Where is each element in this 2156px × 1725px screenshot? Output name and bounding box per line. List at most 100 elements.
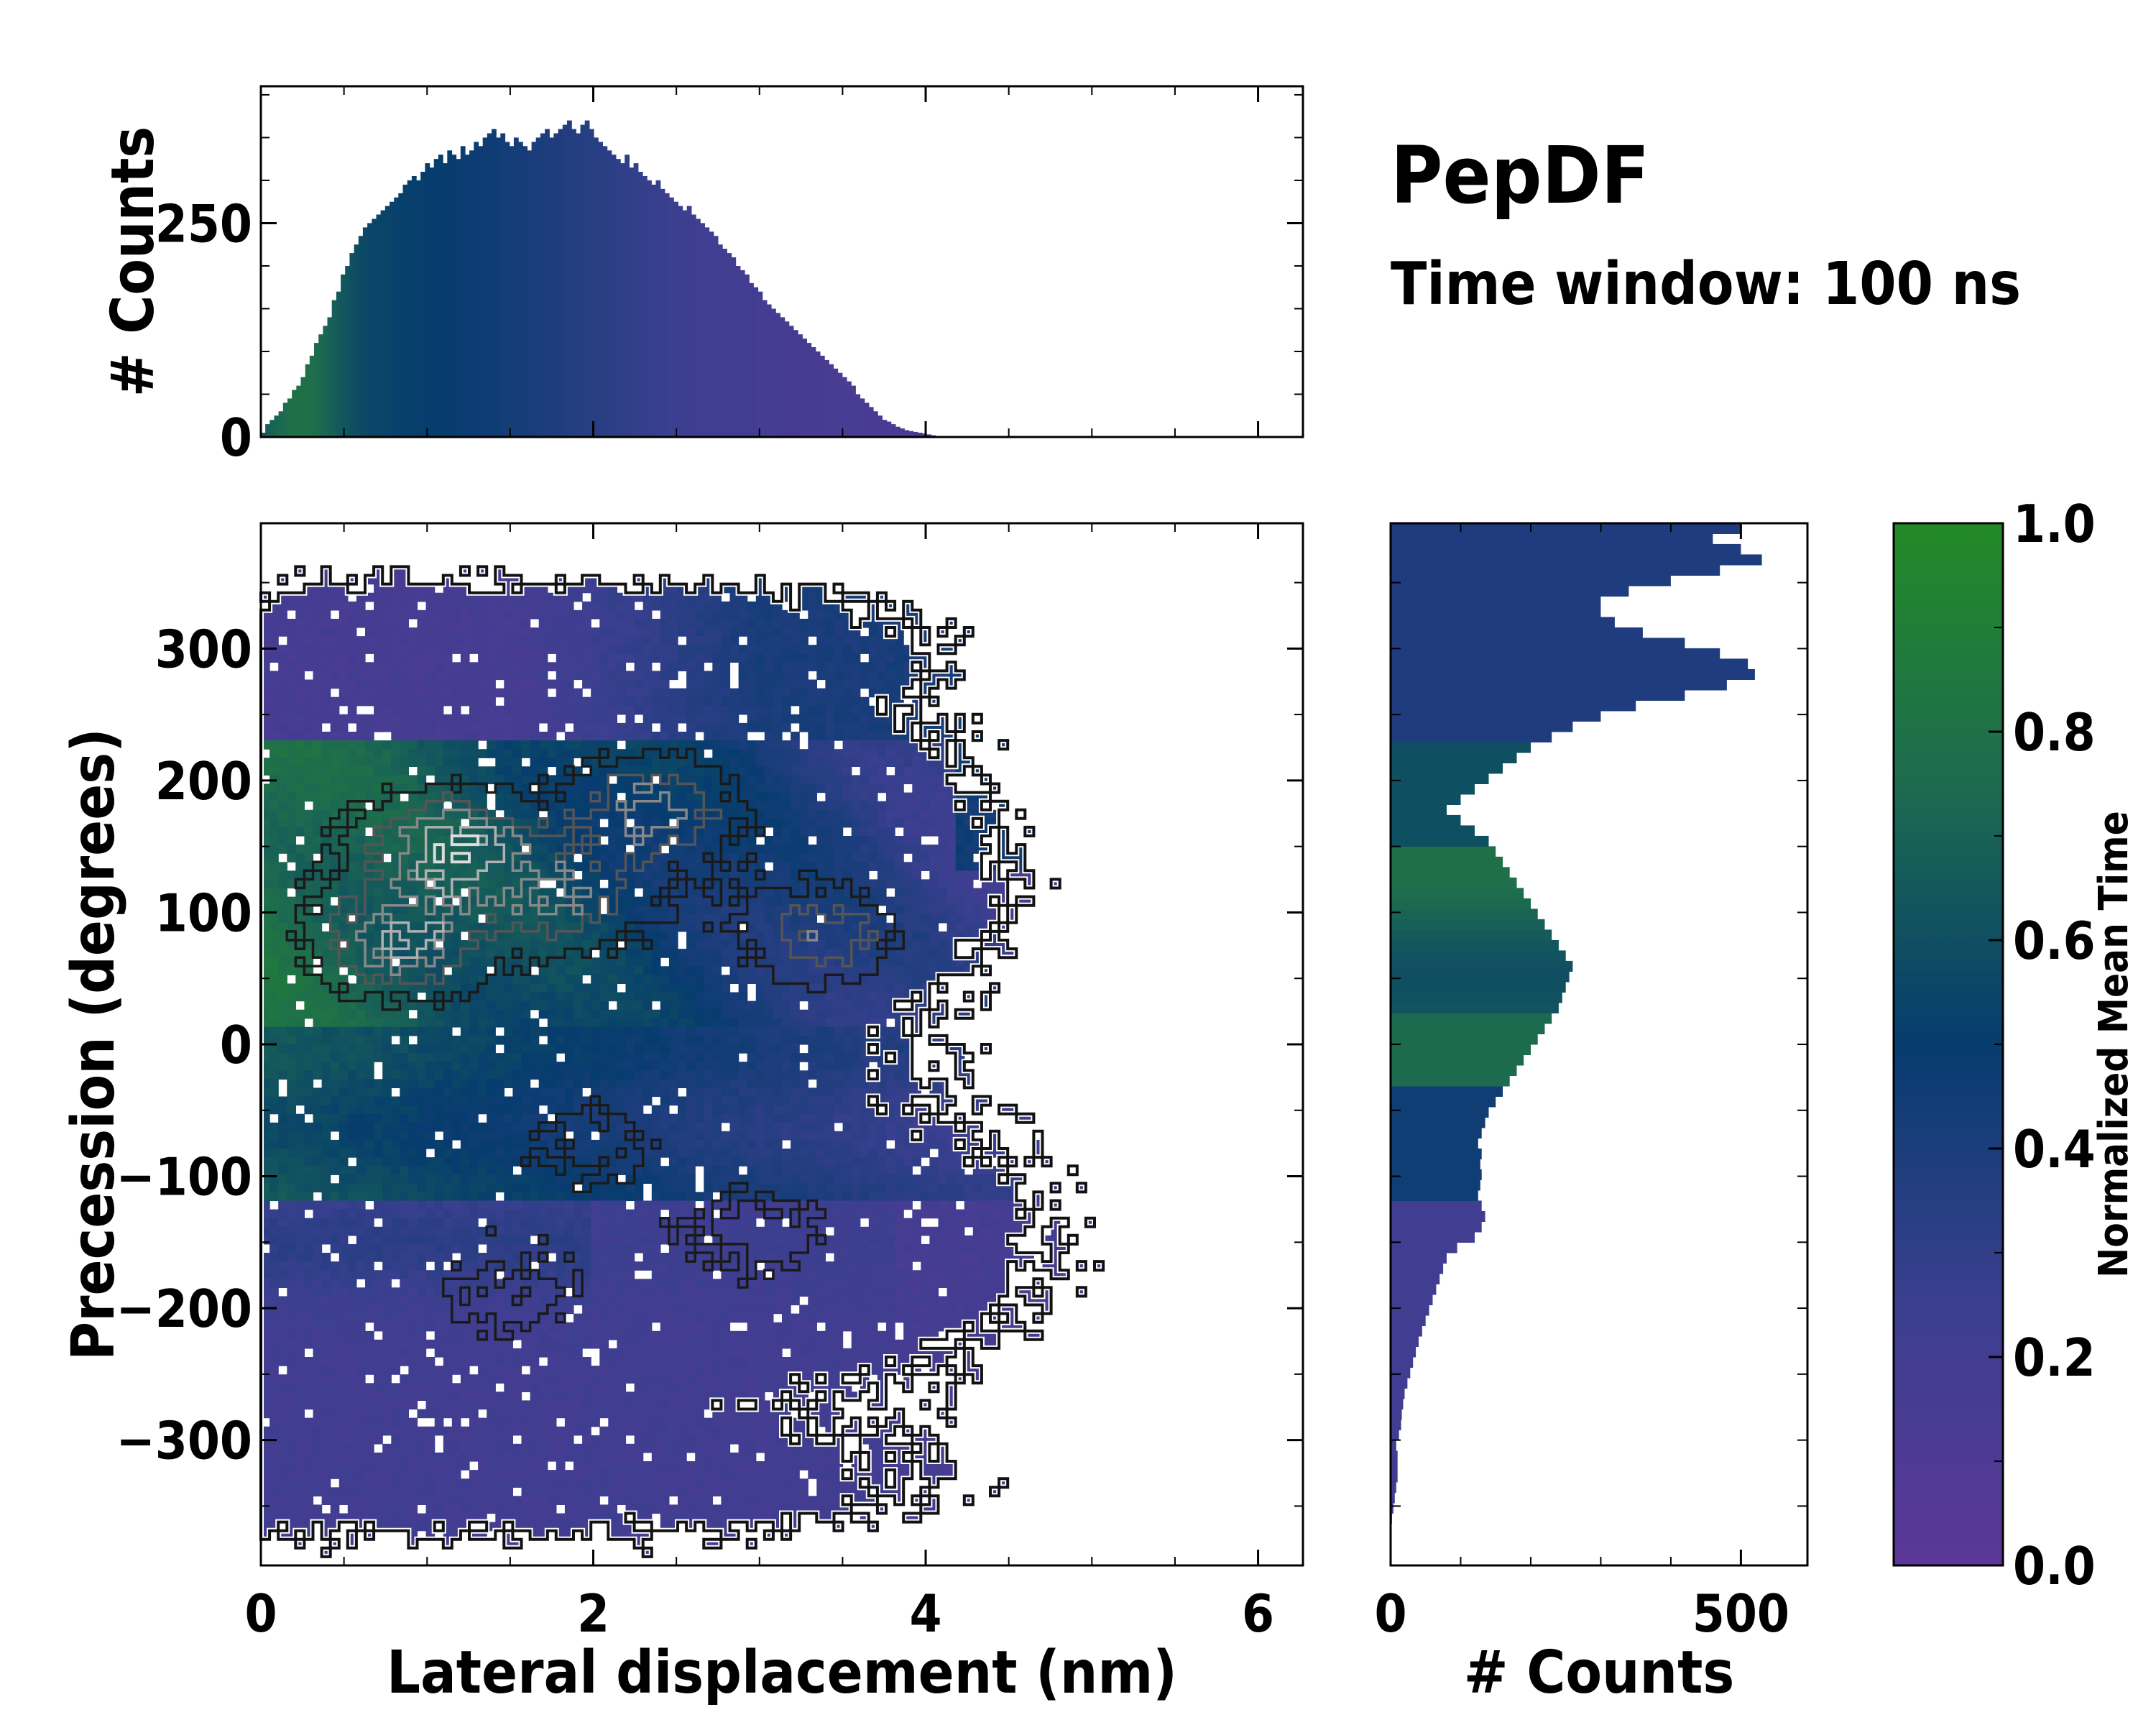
heatmap-cell <box>451 922 461 932</box>
heatmap-cell <box>747 1000 757 1011</box>
heatmap-cell <box>860 775 870 785</box>
heatmap-cell <box>877 879 887 889</box>
heatmap-cell <box>425 1026 436 1036</box>
heatmap-cell <box>382 627 392 637</box>
heatmap-cell <box>504 1044 513 1054</box>
heatmap-cell <box>764 949 774 958</box>
heatmap-cell <box>921 940 930 949</box>
heatmap-cell <box>842 1053 852 1062</box>
heatmap-cell <box>946 914 957 924</box>
heatmap-cell <box>886 870 895 880</box>
heatmap-cell <box>564 671 574 681</box>
heatmap-cell <box>868 905 878 915</box>
heatmap-cell <box>287 714 296 724</box>
heatmap-cell <box>678 618 687 628</box>
heatmap-cell <box>270 1105 279 1115</box>
heatmap-cell <box>400 1044 409 1054</box>
heatmap-cell <box>686 671 696 681</box>
heatmap-cell <box>417 732 427 741</box>
heatmap-cell <box>400 610 409 620</box>
heatmap-cell <box>278 705 287 715</box>
heatmap-cell <box>391 671 400 681</box>
heatmap-cell <box>695 645 704 654</box>
heatmap-cell <box>678 818 687 828</box>
heatmap-cell <box>487 688 496 698</box>
heatmap-cell <box>313 1105 323 1115</box>
heatmap-cell <box>903 870 913 880</box>
heatmap-cell <box>912 783 921 794</box>
heatmap-cell <box>530 827 540 837</box>
heatmap-cell <box>678 766 687 776</box>
heatmap-cell <box>451 809 461 819</box>
heatmap-cell <box>721 862 731 871</box>
heatmap-cell <box>668 888 678 898</box>
heatmap-cell <box>825 922 835 932</box>
heatmap-cell <box>782 896 791 906</box>
heatmap-cell <box>400 696 409 707</box>
heatmap-cell <box>886 1035 895 1045</box>
heatmap-cell <box>582 1062 591 1071</box>
heatmap-cell <box>504 1096 513 1106</box>
histogram-bar <box>384 206 390 437</box>
heatmap-cell <box>851 1009 861 1019</box>
heatmap-cell <box>651 679 661 689</box>
heatmap-cell <box>270 870 279 880</box>
heatmap-cell <box>434 827 444 837</box>
heatmap-cell <box>443 1122 453 1132</box>
heatmap-cell <box>443 836 453 845</box>
heatmap-cell <box>434 1096 444 1106</box>
heatmap-cell <box>799 722 808 732</box>
heatmap-cell <box>573 775 583 785</box>
heatmap-cell <box>538 592 548 602</box>
heatmap-cell <box>278 714 287 724</box>
heatmap-cell <box>773 1070 783 1080</box>
heatmap-cell <box>374 949 383 958</box>
heatmap-cell <box>591 645 600 654</box>
heatmap-cell <box>938 792 948 802</box>
heatmap-cell <box>625 949 635 958</box>
heatmap-cell <box>365 618 374 628</box>
heatmap-cell <box>695 1009 704 1019</box>
heatmap-cell <box>851 1035 861 1045</box>
heatmap-cell <box>860 983 870 993</box>
heatmap-cell <box>469 749 479 758</box>
heatmap-cell <box>443 688 453 698</box>
heatmap-cell <box>608 992 617 1002</box>
heatmap-cell <box>755 870 765 880</box>
heatmap-cell <box>347 966 357 975</box>
heatmap-cell <box>391 896 400 906</box>
heatmap-cell <box>747 870 757 880</box>
heatmap-cell <box>278 966 287 975</box>
heatmap-cell <box>374 749 383 758</box>
heatmap-cell <box>564 870 574 880</box>
heatmap-cell <box>338 1079 349 1088</box>
heatmap-cell <box>304 809 314 819</box>
heatmap-cell <box>686 653 696 663</box>
heatmap-cell <box>738 1035 748 1045</box>
heatmap-cell <box>434 1105 444 1115</box>
heatmap-cell <box>512 801 522 811</box>
heatmap-cell <box>704 1096 713 1106</box>
heatmap-cell <box>808 975 817 984</box>
heatmap-cell <box>582 818 591 828</box>
heatmap-cell <box>634 1113 644 1123</box>
heatmap-cell <box>808 1000 817 1011</box>
heatmap-cell <box>860 931 870 941</box>
heatmap-cell <box>365 732 374 741</box>
heatmap-cell <box>417 949 427 958</box>
heatmap-cell <box>504 696 513 707</box>
heatmap-cell <box>460 749 470 758</box>
heatmap-cell <box>408 610 418 620</box>
heatmap-cell <box>808 758 817 767</box>
heatmap-cell <box>408 975 418 984</box>
heatmap-cell <box>877 732 887 741</box>
heatmap-cell <box>304 940 314 949</box>
heatmap-cell <box>972 905 982 915</box>
heatmap-cell <box>270 1035 279 1045</box>
heatmap-cell <box>860 888 870 898</box>
heatmap-cell <box>773 775 783 785</box>
heatmap-cell <box>278 740 287 750</box>
heatmap-cell <box>538 870 548 880</box>
heatmap-cell <box>834 1053 844 1062</box>
heatmap-cell <box>678 732 687 741</box>
